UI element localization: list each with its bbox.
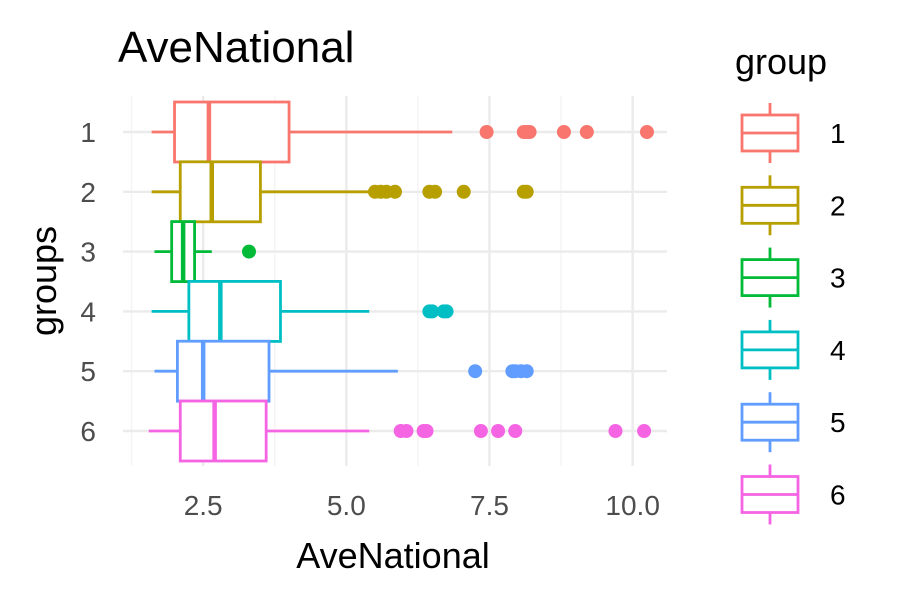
legend-item-4: 4: [740, 319, 846, 380]
outlier-point: [428, 184, 443, 199]
box: [173, 100, 291, 164]
outlier-point: [522, 125, 537, 139]
y-tick-label: 4: [80, 296, 96, 327]
x-tick-label: 2.5: [184, 490, 223, 521]
box: [187, 279, 282, 343]
boxplot-group-3: [154, 220, 256, 284]
legend-key: [740, 247, 800, 308]
legend: 1 2 3 4 5 6: [740, 103, 846, 525]
x-axis-title: AveNational: [296, 535, 489, 576]
x-tick-label: 5.0: [327, 490, 366, 521]
legend-key: [740, 175, 800, 236]
legend-item-2: 2: [740, 175, 846, 236]
boxes: [148, 100, 654, 463]
outlier-point: [608, 424, 623, 438]
y-tick-label: 2: [80, 177, 96, 208]
legend-item-3: 3: [740, 247, 846, 308]
legend-label: 4: [830, 335, 846, 366]
outlier-point: [579, 125, 594, 139]
x-tick-label: 10.0: [605, 490, 660, 521]
legend-item-1: 1: [740, 103, 846, 163]
outlier-point: [519, 364, 534, 379]
y-tick-label: 3: [80, 237, 96, 268]
x-axis-ticks: 2.5 5.0 7.5 10.0: [184, 490, 660, 521]
outlier-point: [456, 184, 471, 199]
outlier-point: [556, 125, 571, 139]
legend-key: [740, 464, 800, 525]
box: [175, 339, 271, 403]
box: [178, 160, 262, 224]
outlier-point: [637, 424, 652, 438]
legend-label: 1: [830, 118, 846, 149]
y-tick-label: 6: [80, 416, 96, 447]
outlier-point: [479, 125, 494, 139]
legend-key: [740, 319, 800, 380]
boxplot-group-4: [151, 279, 454, 343]
outlier-point: [491, 424, 506, 438]
outlier-point: [508, 424, 523, 438]
legend-label: 6: [830, 480, 846, 511]
boxplot-group-1: [151, 100, 654, 164]
x-tick-label: 7.5: [470, 490, 509, 521]
legend-key: [740, 392, 800, 453]
legend-label: 3: [830, 263, 846, 294]
y-axis-ticks: 1 2 3 4 5 6: [80, 117, 96, 447]
y-tick-label: 5: [80, 356, 96, 387]
y-tick-label: 1: [80, 117, 96, 148]
chart-title: AveNational: [118, 23, 354, 72]
outlier-point: [473, 424, 488, 438]
legend-item-6: 6: [740, 464, 846, 525]
outlier-point: [439, 304, 454, 319]
legend-title: group: [735, 41, 827, 82]
outlier-point: [425, 304, 440, 319]
legend-key: [740, 103, 800, 163]
legend-label: 5: [830, 407, 846, 438]
outlier-point: [241, 244, 256, 259]
boxplot-group-5: [154, 339, 534, 403]
y-axis-title: groups: [23, 226, 64, 336]
outlier-point: [419, 424, 434, 438]
outlier-point: [399, 424, 414, 438]
box: [178, 399, 268, 463]
outlier-point: [388, 184, 402, 199]
boxplot-group-2: [151, 160, 534, 224]
outlier-point: [519, 184, 534, 199]
outlier-point: [639, 125, 654, 139]
legend-label: 2: [830, 190, 846, 221]
boxplot-group-6: [148, 399, 652, 463]
legend-item-5: 5: [740, 392, 846, 453]
outlier-point: [468, 364, 483, 379]
